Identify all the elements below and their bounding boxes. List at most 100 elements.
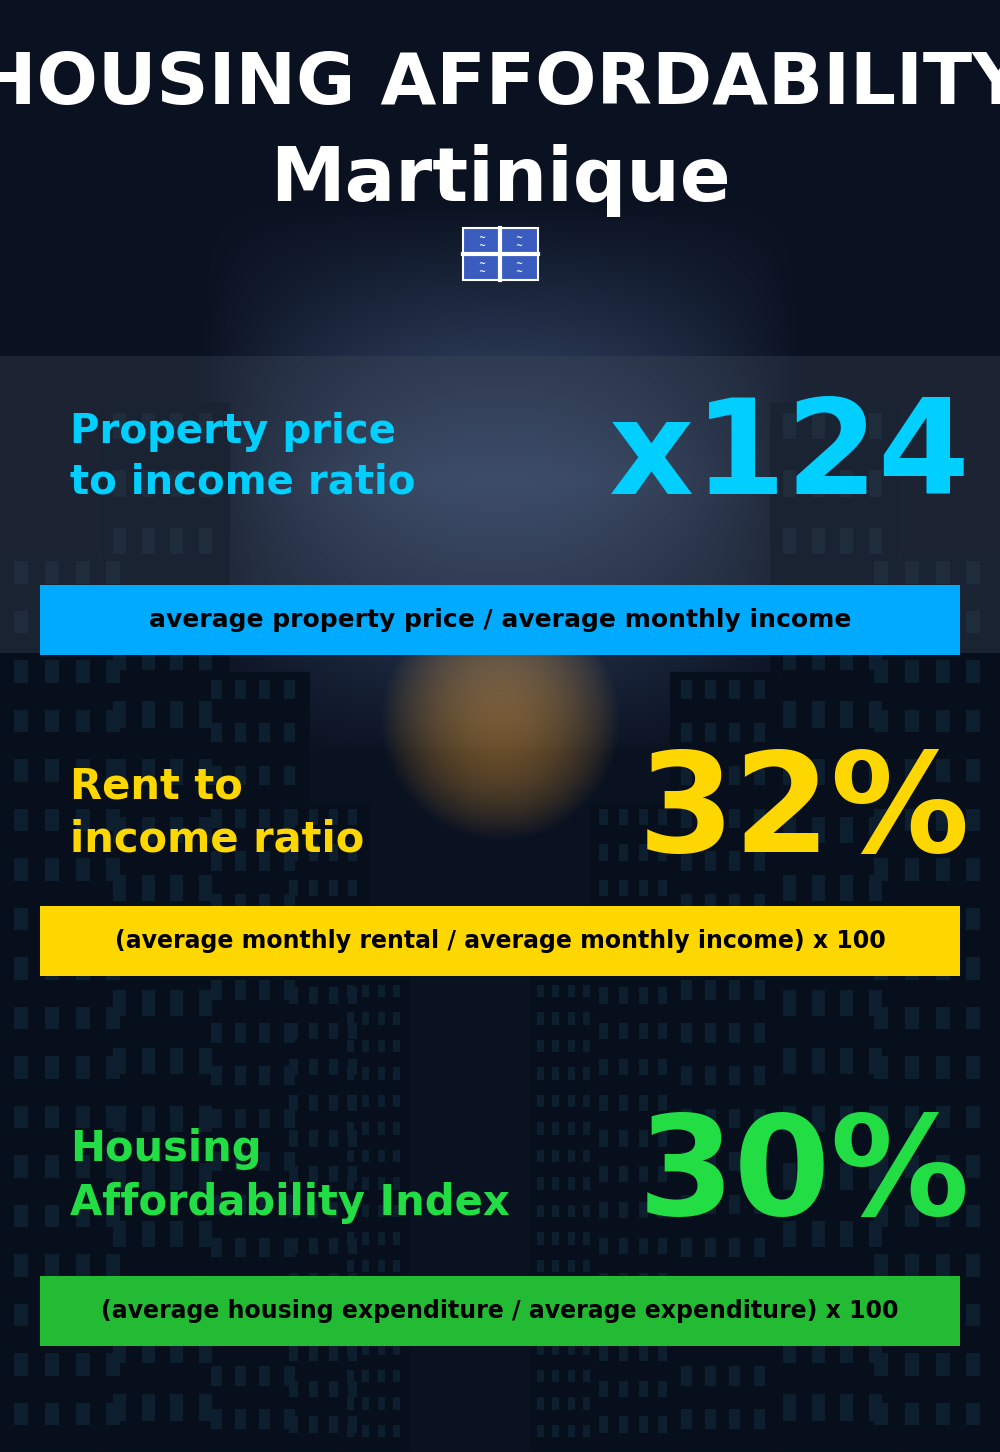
Bar — [142, 1163, 155, 1189]
Bar — [619, 1273, 628, 1289]
Text: Property price
to income ratio: Property price to income ratio — [70, 412, 415, 502]
Bar — [199, 470, 212, 497]
Bar — [235, 1024, 246, 1043]
Bar — [905, 858, 919, 880]
Bar — [812, 874, 825, 900]
Bar — [170, 932, 183, 958]
Bar — [812, 470, 825, 497]
Bar — [729, 1366, 740, 1385]
Bar — [783, 585, 796, 611]
Bar — [783, 529, 796, 555]
Bar — [235, 1109, 246, 1128]
Bar — [936, 710, 950, 732]
Bar — [462, 228, 538, 280]
Bar — [966, 1205, 980, 1227]
Bar — [729, 1281, 740, 1300]
Bar — [537, 1040, 544, 1053]
Bar — [905, 1056, 919, 1079]
Bar — [681, 1066, 692, 1086]
Bar — [348, 1024, 357, 1040]
Bar — [45, 1205, 59, 1227]
Bar — [348, 880, 357, 896]
Bar — [874, 1353, 888, 1375]
Bar — [14, 957, 28, 980]
Bar — [347, 1231, 354, 1244]
Bar — [170, 470, 183, 497]
Bar — [681, 1408, 692, 1429]
Bar — [840, 529, 853, 555]
Bar — [936, 560, 950, 584]
Bar — [289, 1059, 298, 1074]
Bar — [170, 701, 183, 727]
Bar — [705, 765, 716, 786]
Bar — [583, 1286, 590, 1300]
Bar — [552, 1067, 559, 1079]
Bar — [754, 1408, 765, 1429]
Bar — [289, 1166, 298, 1182]
Bar — [966, 1403, 980, 1424]
Bar — [289, 844, 298, 861]
Bar — [537, 1178, 544, 1189]
Bar — [681, 1151, 692, 1172]
Bar — [142, 759, 155, 786]
Bar — [329, 1237, 338, 1253]
Bar — [681, 1281, 692, 1300]
Bar — [552, 957, 559, 970]
Bar — [619, 1416, 628, 1433]
Bar — [583, 1259, 590, 1272]
Bar — [113, 932, 126, 958]
Bar — [812, 585, 825, 611]
Bar — [113, 759, 126, 786]
Bar — [639, 1416, 648, 1433]
Bar — [729, 1151, 740, 1172]
Bar — [309, 1024, 318, 1040]
Bar — [142, 643, 155, 669]
Bar — [378, 1205, 385, 1217]
Bar — [14, 858, 28, 880]
Bar — [284, 894, 295, 913]
Bar — [45, 908, 59, 929]
Bar — [348, 809, 357, 825]
Bar — [106, 809, 120, 831]
Bar — [658, 1273, 667, 1289]
Bar — [568, 1067, 575, 1079]
Bar — [874, 1105, 888, 1128]
Bar — [259, 1237, 270, 1257]
Bar — [783, 1105, 796, 1131]
Bar — [583, 1067, 590, 1079]
Bar — [936, 1006, 950, 1029]
Bar — [329, 880, 338, 896]
Bar — [552, 1178, 559, 1189]
Bar — [76, 1105, 90, 1128]
Bar — [211, 1408, 222, 1429]
Bar — [284, 851, 295, 871]
Bar — [211, 1366, 222, 1385]
Bar — [362, 1122, 369, 1134]
Bar — [705, 680, 716, 700]
Bar — [106, 1353, 120, 1375]
Bar — [599, 844, 608, 861]
Bar — [869, 529, 882, 555]
Bar — [840, 759, 853, 786]
Bar — [729, 1109, 740, 1128]
Bar — [284, 1237, 295, 1257]
Bar — [783, 1394, 796, 1420]
Bar — [211, 1195, 222, 1214]
Bar — [113, 874, 126, 900]
Bar — [874, 1403, 888, 1424]
Bar — [869, 585, 882, 611]
Bar — [729, 1195, 740, 1214]
Bar — [905, 809, 919, 831]
Bar — [812, 529, 825, 555]
Bar — [966, 908, 980, 929]
Bar — [113, 1279, 126, 1305]
Bar — [840, 1221, 853, 1247]
Bar — [309, 987, 318, 1003]
Bar — [211, 894, 222, 913]
Bar — [393, 1205, 400, 1217]
Bar — [113, 1163, 126, 1189]
Bar — [783, 874, 796, 900]
Bar — [783, 1163, 796, 1189]
Bar — [347, 1122, 354, 1134]
Bar — [812, 1336, 825, 1363]
